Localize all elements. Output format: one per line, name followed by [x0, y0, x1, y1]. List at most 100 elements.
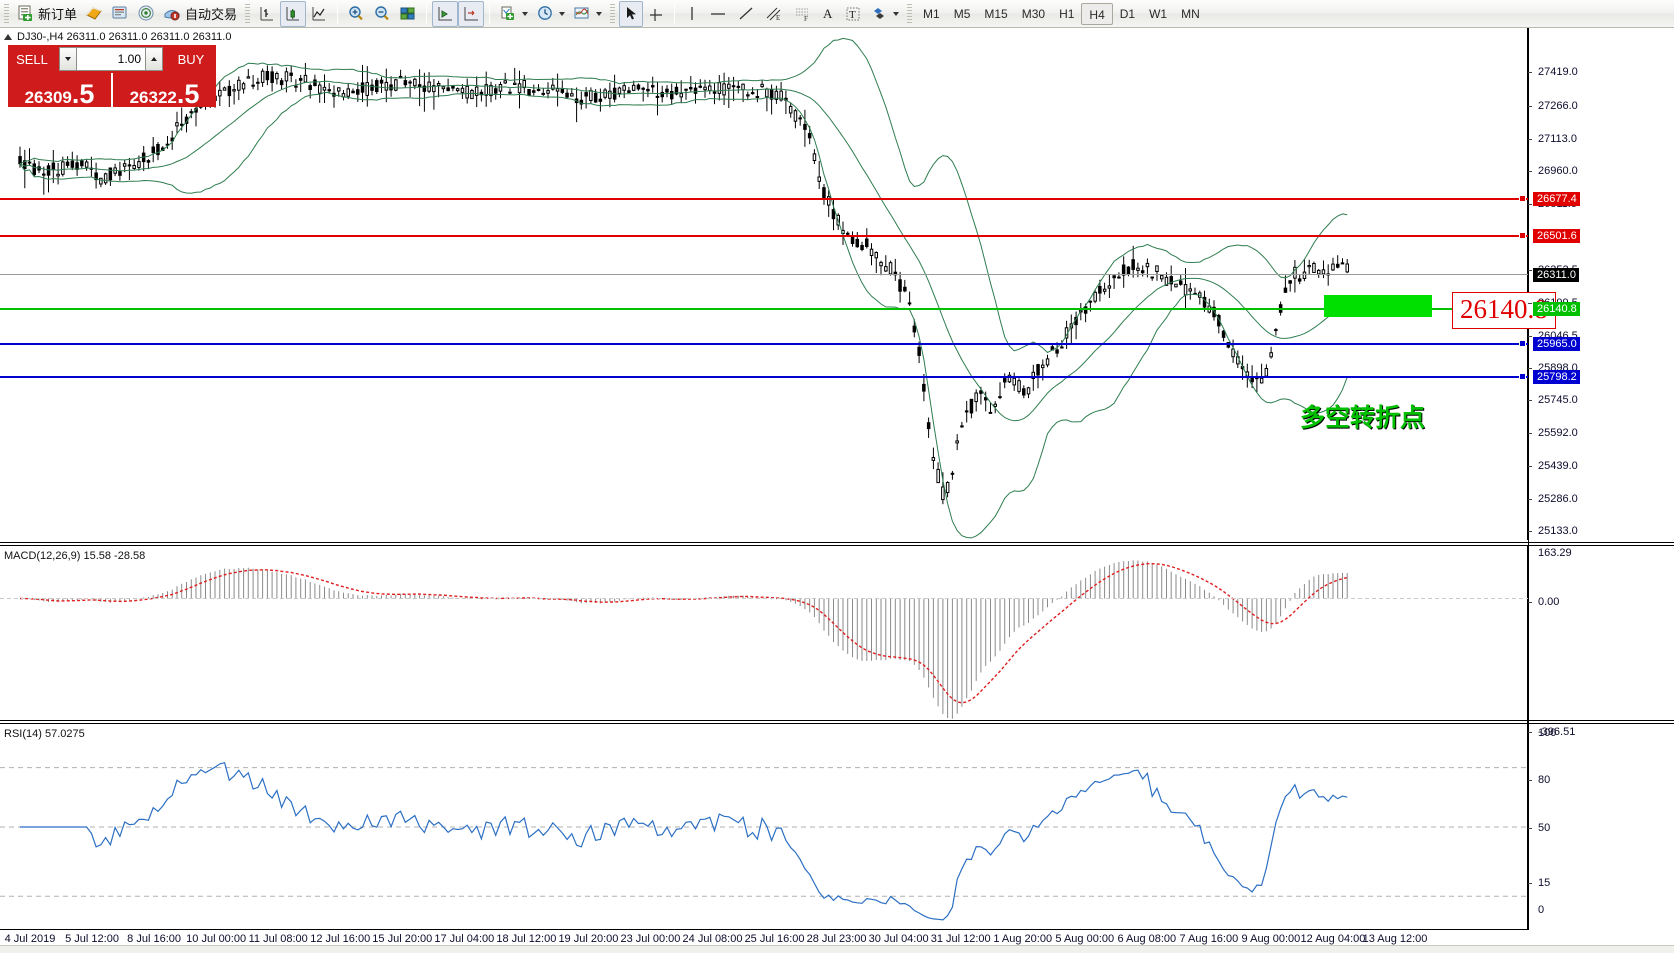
candlestick-chart-button[interactable]: [280, 0, 307, 27]
support-line-25965[interactable]: [0, 343, 1528, 345]
timeframe-d1[interactable]: D1: [1119, 6, 1136, 21]
sell-button[interactable]: SELL: [8, 45, 56, 73]
price-tag-26677[interactable]: 26677.4: [1533, 192, 1580, 206]
price-tag-26501[interactable]: 26501.6: [1533, 229, 1580, 243]
time-tick-label: 11 Jul 08:00: [248, 933, 308, 945]
templates-button[interactable]: [495, 1, 532, 27]
axis-tick: [1528, 204, 1532, 205]
zoom-in-button[interactable]: [343, 1, 369, 27]
macd-pane-top-border2: [0, 545, 1674, 546]
toolbar-grip-3[interactable]: [610, 3, 616, 24]
autotrading-icon: [163, 5, 181, 22]
time-tick-label: 23 Jul 00:00: [620, 933, 681, 945]
text-button[interactable]: T: [840, 1, 866, 27]
shapes-icon: [870, 5, 888, 22]
sell-price-button[interactable]: 26309 .5: [8, 73, 111, 108]
time-tick-label: 18 Jul 12:00: [496, 933, 557, 945]
new-order-icon: [17, 5, 34, 22]
order-panel-top-row: SELL 1.00 BUY: [8, 45, 216, 73]
shapes-dropdown-caret[interactable]: [893, 11, 900, 16]
rsi-pane-top-border2: [0, 723, 1674, 724]
resistance-line-26501[interactable]: [0, 235, 1528, 237]
fibonacci-button[interactable]: F: [788, 1, 816, 27]
trendline-button[interactable]: [732, 1, 760, 27]
time-axis[interactable]: 4 Jul 2019 5 Jul 12:00 8 Jul 16:00 10 Jul 0…: [0, 930, 1528, 953]
timeframe-m15[interactable]: M15: [984, 6, 1008, 21]
time-tick-label: 15 Jul 20:00: [372, 933, 433, 945]
toolbar-grip-2[interactable]: [245, 3, 251, 24]
timeframe-mn[interactable]: MN: [1181, 6, 1200, 21]
volume-input[interactable]: 1.00: [77, 47, 145, 71]
svg-text:E: E: [776, 14, 780, 22]
auto-scroll-button[interactable]: [458, 0, 485, 27]
line-marker-25965[interactable]: [1519, 340, 1526, 347]
timeframe-m1[interactable]: M1: [923, 6, 940, 21]
bar-chart-button[interactable]: [254, 1, 280, 27]
period-dropdown-caret[interactable]: [559, 11, 566, 16]
terminal-button[interactable]: [107, 1, 133, 27]
macd-chart-canvas[interactable]: [0, 546, 1528, 726]
highlight-rectangle-annotation[interactable]: [1324, 295, 1432, 317]
buy-button[interactable]: BUY: [166, 45, 216, 73]
chart-area[interactable]: 26140.8 多空转折点 27419.0 27266.0 27113.0 26…: [0, 28, 1674, 945]
toolbar-grip-4[interactable]: [907, 3, 913, 24]
axis-tick: [1528, 139, 1532, 140]
price-chart-canvas[interactable]: [0, 28, 1528, 540]
collapse-triangle-icon[interactable]: [4, 34, 12, 40]
rsi-chart-canvas[interactable]: [0, 724, 1528, 930]
rsi-axis: 100 80 50 15 0: [1528, 724, 1674, 930]
autotrading-label: 自动交易: [185, 7, 238, 22]
timeframe-m30[interactable]: M30: [1021, 6, 1046, 21]
indicators-dropdown-caret[interactable]: [596, 11, 603, 16]
vertical-line-button[interactable]: [680, 1, 704, 27]
price-axis[interactable]: 27419.0 27266.0 27113.0 26960.0 26811.5 …: [1528, 28, 1674, 540]
equidistant-channel-button[interactable]: E: [760, 1, 788, 27]
crosshair-button[interactable]: [643, 1, 669, 27]
line-marker-26677[interactable]: [1519, 195, 1526, 202]
resistance-line-26677[interactable]: [0, 198, 1528, 200]
axis-tick: [1528, 828, 1532, 829]
candlestick-chart-icon: [284, 5, 302, 22]
axis-tick: [1528, 368, 1532, 369]
timeframe-w1[interactable]: W1: [1149, 6, 1168, 21]
price-pane[interactable]: [0, 28, 1528, 540]
volume-increase-button[interactable]: [145, 47, 163, 71]
price-tag-26140[interactable]: 26140.8: [1533, 302, 1580, 316]
zoom-out-button[interactable]: [369, 1, 395, 27]
turning-point-annotation[interactable]: 多空转折点: [1300, 403, 1426, 432]
price-tag-25798[interactable]: 25798.2: [1533, 370, 1580, 384]
line-chart-button[interactable]: [306, 1, 332, 27]
price-tag-25965[interactable]: 25965.0: [1533, 337, 1580, 351]
timeframe-h1[interactable]: H1: [1059, 6, 1075, 21]
cursor-button[interactable]: [619, 0, 644, 27]
timeframe-m5[interactable]: M5: [953, 6, 971, 21]
new-order-button[interactable]: 新订单: [13, 1, 81, 27]
support-line-25798[interactable]: [0, 376, 1528, 378]
timeframe-h4[interactable]: H4: [1081, 2, 1113, 25]
volume-decrease-button[interactable]: [59, 47, 77, 71]
shapes-button[interactable]: [866, 1, 903, 27]
period-button[interactable]: [532, 1, 569, 27]
tile-windows-button[interactable]: [395, 1, 421, 27]
time-tick-label: 5 Aug 00:00: [1055, 933, 1115, 945]
macd-scale-label: -396.51: [1538, 726, 1576, 738]
buy-price-button[interactable]: 26322 .5: [113, 73, 216, 110]
indicators-button[interactable]: [569, 1, 606, 27]
arrow-up-icon: [151, 57, 157, 61]
macd-pane[interactable]: [0, 546, 1528, 726]
price-tick-label: 25439.0: [1538, 460, 1578, 472]
arrow-down-icon: [65, 57, 71, 61]
horizontal-line-button[interactable]: [704, 1, 732, 27]
line-marker-25798[interactable]: [1519, 373, 1526, 380]
templates-dropdown-caret[interactable]: [522, 11, 529, 16]
text-label-button[interactable]: A: [816, 1, 840, 27]
sell-price-main: 26309: [24, 88, 72, 107]
support-line-26140[interactable]: [0, 308, 1528, 310]
autotrading-button[interactable]: 自动交易: [159, 1, 241, 27]
signals-button[interactable]: [133, 1, 159, 27]
mql5-community-button[interactable]: [81, 1, 107, 27]
chart-shift-button[interactable]: [432, 0, 459, 27]
buy-price-fraction: .5: [176, 79, 200, 110]
toolbar-grip[interactable]: [4, 3, 9, 24]
line-marker-26501[interactable]: [1519, 232, 1526, 239]
